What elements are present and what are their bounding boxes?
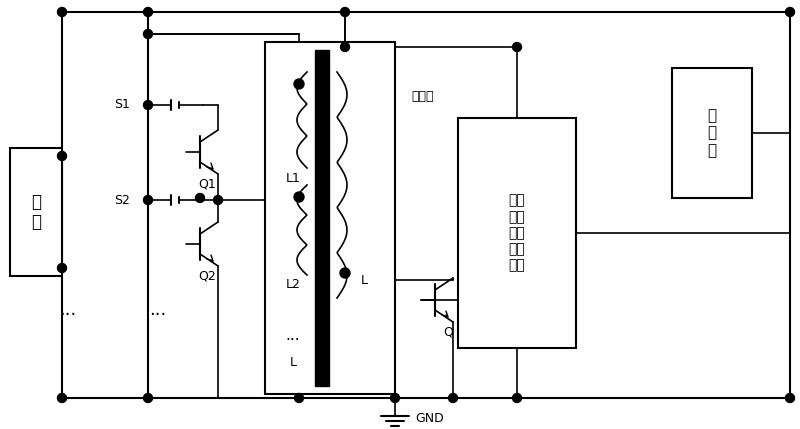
Circle shape <box>195 193 205 202</box>
Text: 负
载: 负 载 <box>31 193 41 231</box>
Text: Q: Q <box>443 326 453 338</box>
Bar <box>265 42 395 394</box>
Circle shape <box>340 268 350 278</box>
Circle shape <box>58 263 66 272</box>
Text: ···: ··· <box>286 332 300 347</box>
Text: Q2: Q2 <box>198 269 216 283</box>
Text: L2: L2 <box>286 278 301 291</box>
Circle shape <box>786 393 794 402</box>
Bar <box>458 118 576 348</box>
Circle shape <box>58 7 66 16</box>
Bar <box>315 50 329 386</box>
Circle shape <box>513 42 522 51</box>
Circle shape <box>390 393 399 402</box>
Text: S1: S1 <box>114 99 130 112</box>
Bar <box>672 68 752 198</box>
Text: S2: S2 <box>114 193 130 206</box>
Circle shape <box>143 7 153 16</box>
Text: L1: L1 <box>286 172 301 184</box>
Circle shape <box>513 393 522 402</box>
Circle shape <box>341 7 350 16</box>
Text: 变压器: 变压器 <box>412 91 434 103</box>
Circle shape <box>786 7 794 16</box>
Circle shape <box>214 196 222 205</box>
Circle shape <box>449 393 458 402</box>
Text: ···: ··· <box>150 306 166 324</box>
Circle shape <box>294 79 304 89</box>
Text: ···: ··· <box>59 306 77 324</box>
Bar <box>10 148 62 276</box>
Text: 第二
电压
平衡
调节
电路: 第二 电压 平衡 调节 电路 <box>509 193 526 272</box>
Circle shape <box>294 192 304 202</box>
Circle shape <box>143 196 153 205</box>
Circle shape <box>143 393 153 402</box>
Circle shape <box>294 393 303 402</box>
Circle shape <box>58 151 66 160</box>
Text: Q1: Q1 <box>198 178 216 190</box>
Text: L: L <box>290 356 297 369</box>
Circle shape <box>341 42 350 51</box>
Text: 充
电
器: 充 电 器 <box>707 108 717 158</box>
Circle shape <box>143 30 153 39</box>
Text: GND: GND <box>415 411 444 425</box>
Circle shape <box>143 100 153 109</box>
Circle shape <box>58 393 66 402</box>
Text: L: L <box>361 274 368 287</box>
